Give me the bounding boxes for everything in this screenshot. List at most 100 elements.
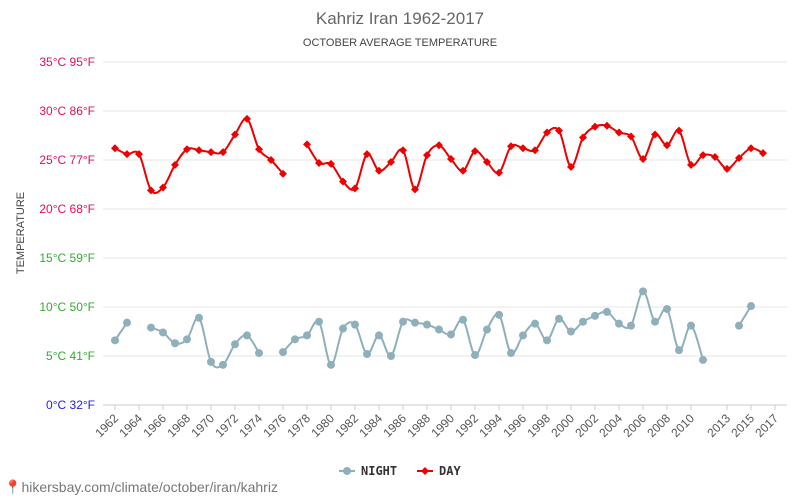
data-point-day[interactable]: [759, 149, 767, 158]
data-point-day[interactable]: [243, 114, 251, 123]
data-point-night[interactable]: [579, 317, 587, 326]
data-point-day[interactable]: [231, 130, 239, 139]
data-point-day[interactable]: [531, 146, 539, 155]
data-point-night[interactable]: [603, 307, 611, 316]
legend-item-night[interactable]: NIGHT: [339, 464, 397, 478]
data-point-night[interactable]: [183, 335, 191, 344]
data-point-night[interactable]: [351, 320, 359, 329]
data-point-day[interactable]: [303, 140, 311, 149]
data-point-night[interactable]: [375, 331, 383, 340]
source-link[interactable]: 📍hikersbay.com/climate/october/iran/kahr…: [4, 479, 278, 496]
data-point-day[interactable]: [579, 133, 587, 142]
data-point-night[interactable]: [687, 321, 695, 330]
data-point-day[interactable]: [375, 166, 383, 175]
data-point-night[interactable]: [447, 330, 455, 339]
data-point-night[interactable]: [615, 319, 623, 328]
data-point-day[interactable]: [627, 132, 635, 141]
data-point-night[interactable]: [363, 350, 371, 359]
data-point-night[interactable]: [495, 310, 503, 319]
data-point-day[interactable]: [639, 155, 647, 164]
data-point-day[interactable]: [711, 153, 719, 162]
data-point-night[interactable]: [543, 336, 551, 345]
data-point-day[interactable]: [567, 162, 575, 171]
data-point-night[interactable]: [171, 339, 179, 348]
data-point-day[interactable]: [423, 151, 431, 160]
data-point-day[interactable]: [495, 168, 503, 177]
data-point-night[interactable]: [423, 320, 431, 329]
data-point-night[interactable]: [651, 317, 659, 326]
data-point-day[interactable]: [135, 150, 143, 159]
legend[interactable]: NIGHT DAY: [339, 464, 461, 478]
data-point-day[interactable]: [339, 177, 347, 186]
data-point-night[interactable]: [231, 340, 239, 349]
data-point-night[interactable]: [471, 351, 479, 360]
data-point-night[interactable]: [195, 313, 203, 322]
data-point-day[interactable]: [447, 155, 455, 164]
data-point-day[interactable]: [699, 151, 707, 160]
data-point-night[interactable]: [255, 349, 263, 358]
data-point-night[interactable]: [339, 324, 347, 333]
data-point-day[interactable]: [123, 150, 131, 159]
data-point-night[interactable]: [627, 321, 635, 330]
data-point-day[interactable]: [435, 141, 443, 150]
data-point-day[interactable]: [519, 144, 527, 153]
data-point-night[interactable]: [567, 327, 575, 336]
data-point-night[interactable]: [243, 331, 251, 340]
data-point-day[interactable]: [603, 121, 611, 130]
data-point-night[interactable]: [675, 346, 683, 355]
data-point-day[interactable]: [555, 126, 563, 135]
data-point-night[interactable]: [519, 331, 527, 340]
data-point-night[interactable]: [303, 331, 311, 340]
data-point-night[interactable]: [411, 318, 419, 327]
data-point-night[interactable]: [747, 302, 755, 311]
data-point-night[interactable]: [147, 323, 155, 332]
data-point-day[interactable]: [255, 145, 263, 154]
data-point-night[interactable]: [459, 315, 467, 324]
data-point-day[interactable]: [399, 146, 407, 155]
data-point-night[interactable]: [399, 317, 407, 326]
data-point-night[interactable]: [483, 325, 491, 334]
data-point-day[interactable]: [267, 156, 275, 164]
data-point-day[interactable]: [507, 142, 515, 151]
data-point-day[interactable]: [483, 157, 491, 166]
data-point-night[interactable]: [699, 355, 707, 364]
data-point-day[interactable]: [387, 157, 395, 166]
data-point-night[interactable]: [435, 325, 443, 334]
data-point-night[interactable]: [327, 360, 335, 369]
data-point-day[interactable]: [207, 148, 215, 157]
data-point-day[interactable]: [471, 147, 479, 156]
data-point-day[interactable]: [195, 146, 203, 155]
data-point-day[interactable]: [411, 185, 419, 194]
data-point-night[interactable]: [111, 336, 119, 345]
source-text[interactable]: hikersbay.com/climate/october/iran/kahri…: [21, 479, 278, 495]
data-point-day[interactable]: [543, 128, 551, 137]
data-point-night[interactable]: [315, 317, 323, 326]
series-night[interactable]: [111, 287, 755, 369]
data-point-night[interactable]: [207, 357, 215, 366]
legend-item-day[interactable]: DAY: [417, 464, 461, 478]
data-point-day[interactable]: [663, 141, 671, 150]
data-point-night[interactable]: [159, 328, 167, 337]
data-point-night[interactable]: [639, 287, 647, 296]
data-point-day[interactable]: [651, 130, 659, 139]
data-point-night[interactable]: [123, 318, 131, 327]
data-point-night[interactable]: [531, 319, 539, 328]
data-point-day[interactable]: [615, 128, 623, 137]
data-point-day[interactable]: [363, 150, 371, 159]
data-point-night[interactable]: [279, 348, 287, 357]
data-point-day[interactable]: [591, 122, 599, 131]
data-point-day[interactable]: [687, 160, 695, 169]
data-point-night[interactable]: [555, 314, 563, 323]
data-point-day[interactable]: [111, 144, 119, 153]
data-point-day[interactable]: [219, 148, 227, 157]
data-point-day[interactable]: [735, 154, 743, 163]
data-point-night[interactable]: [219, 360, 227, 369]
data-point-day[interactable]: [327, 159, 335, 168]
data-point-day[interactable]: [747, 144, 755, 153]
data-point-night[interactable]: [387, 352, 395, 360]
data-point-night[interactable]: [735, 321, 743, 330]
data-point-night[interactable]: [507, 349, 515, 358]
data-point-day[interactable]: [171, 160, 179, 169]
series-day[interactable]: [111, 114, 767, 195]
data-point-day[interactable]: [459, 166, 467, 175]
